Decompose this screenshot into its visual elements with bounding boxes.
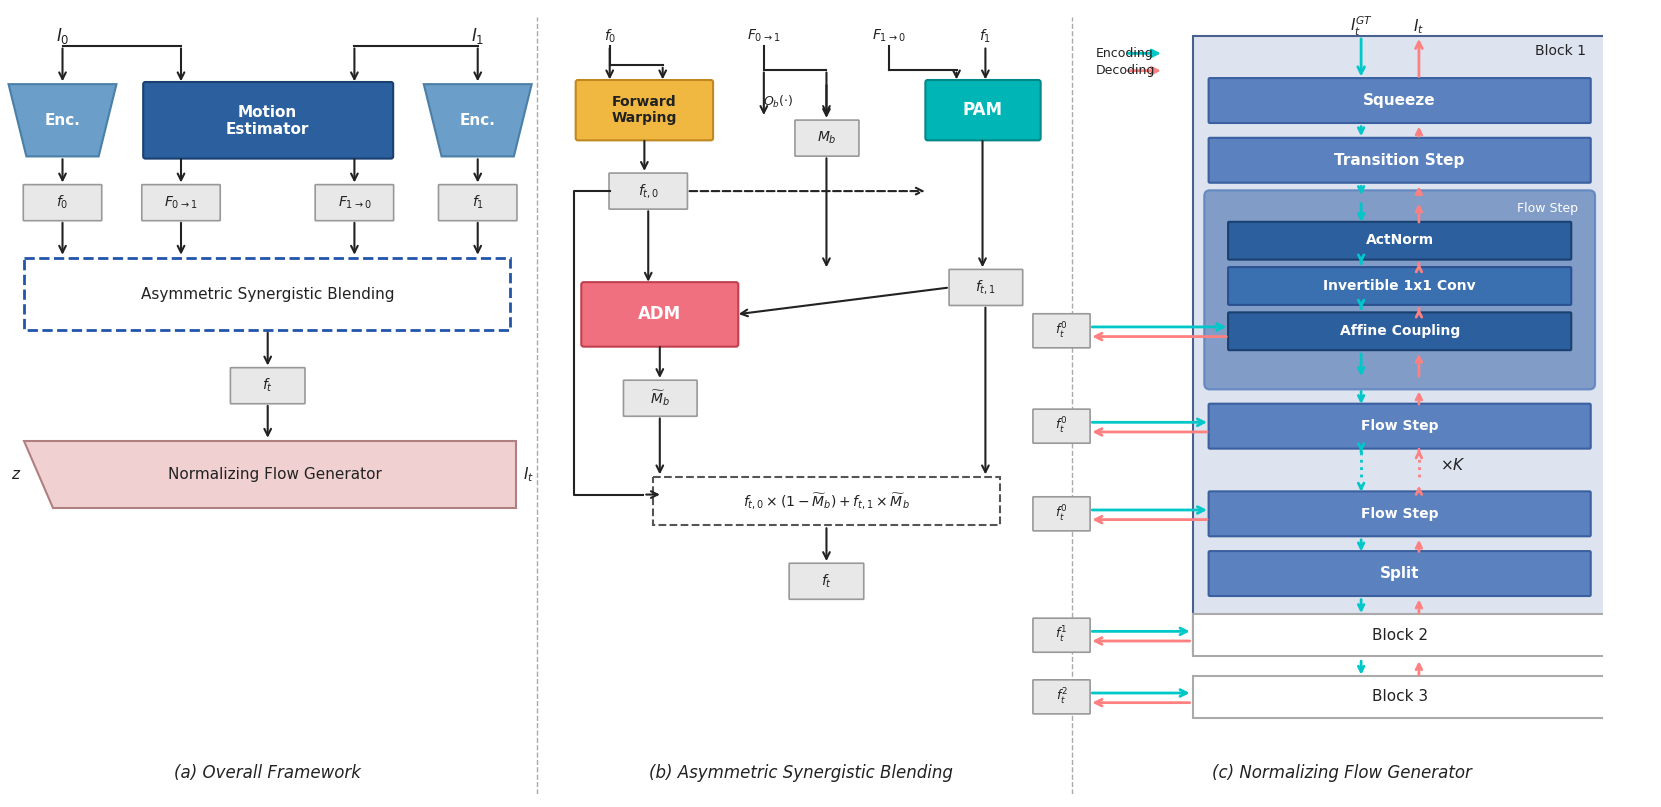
Text: Split: Split — [1380, 566, 1420, 581]
FancyBboxPatch shape — [1209, 78, 1591, 123]
Text: Encoding: Encoding — [1096, 47, 1154, 60]
FancyBboxPatch shape — [1033, 618, 1090, 652]
Text: $O_b(\cdot)$: $O_b(\cdot)$ — [762, 94, 794, 110]
Text: Transition Step: Transition Step — [1334, 153, 1465, 168]
FancyBboxPatch shape — [948, 270, 1023, 306]
Text: $I_t$: $I_t$ — [1414, 17, 1425, 36]
Text: (a) Overall Framework: (a) Overall Framework — [174, 764, 360, 782]
FancyBboxPatch shape — [789, 563, 864, 600]
Text: Flow Step: Flow Step — [1360, 419, 1438, 433]
Text: $f_{t,0}$: $f_{t,0}$ — [638, 182, 659, 200]
Text: $F_{0\rightarrow1}$: $F_{0\rightarrow1}$ — [164, 194, 198, 211]
Text: PAM: PAM — [962, 101, 1003, 119]
Text: $f_t^2$: $f_t^2$ — [1055, 687, 1068, 707]
Text: $F_{0\rightarrow1}$: $F_{0\rightarrow1}$ — [747, 27, 781, 44]
FancyBboxPatch shape — [1639, 679, 1661, 714]
Text: Affine Coupling: Affine Coupling — [1339, 324, 1460, 338]
Text: $f_{t,0} \times (1-\widetilde{M}_b) + f_{t,1} \times \widetilde{M}_b$: $f_{t,0} \times (1-\widetilde{M}_b) + f_… — [742, 491, 910, 512]
Text: $z$: $z$ — [12, 466, 22, 482]
Text: $f_t$: $f_t$ — [821, 572, 832, 590]
FancyBboxPatch shape — [1204, 190, 1595, 390]
Text: Block 3: Block 3 — [1372, 689, 1428, 705]
Text: $f_{t,1}$: $f_{t,1}$ — [975, 278, 997, 296]
Text: $f_t$: $f_t$ — [262, 377, 272, 395]
Text: Forward
Warping: Forward Warping — [611, 95, 678, 125]
FancyBboxPatch shape — [1639, 618, 1661, 652]
FancyBboxPatch shape — [23, 185, 101, 220]
Polygon shape — [8, 84, 116, 157]
FancyBboxPatch shape — [1227, 222, 1571, 260]
Text: $f_1$: $f_1$ — [472, 194, 483, 211]
FancyBboxPatch shape — [623, 380, 698, 416]
FancyBboxPatch shape — [796, 120, 859, 156]
Text: $I_t$: $I_t$ — [523, 465, 535, 483]
Text: $I_t^{GT}$: $I_t^{GT}$ — [1350, 15, 1372, 38]
Text: Normalizing Flow Generator: Normalizing Flow Generator — [168, 466, 382, 482]
Polygon shape — [424, 84, 532, 157]
FancyBboxPatch shape — [1227, 312, 1571, 350]
FancyBboxPatch shape — [1209, 404, 1591, 449]
FancyBboxPatch shape — [581, 282, 737, 347]
Text: (b) Asymmetric Synergistic Blending: (b) Asymmetric Synergistic Blending — [648, 764, 952, 782]
Text: Squeeze: Squeeze — [1364, 93, 1437, 108]
Text: Motion
Estimator: Motion Estimator — [226, 105, 309, 137]
Text: $f_t^0$: $f_t^0$ — [1055, 504, 1068, 524]
FancyBboxPatch shape — [143, 82, 394, 159]
Text: $\widetilde{M}_b$: $\widetilde{M}_b$ — [649, 388, 669, 408]
Text: ADM: ADM — [638, 305, 681, 324]
Text: (c) Normalizing Flow Generator: (c) Normalizing Flow Generator — [1213, 764, 1472, 782]
FancyBboxPatch shape — [316, 185, 394, 220]
Text: $I_0$: $I_0$ — [56, 26, 70, 46]
FancyBboxPatch shape — [439, 185, 517, 220]
FancyBboxPatch shape — [1227, 267, 1571, 305]
Text: Enc.: Enc. — [460, 113, 495, 128]
FancyBboxPatch shape — [925, 80, 1041, 140]
Text: $I_1$: $I_1$ — [472, 26, 485, 46]
FancyBboxPatch shape — [1209, 551, 1591, 596]
FancyBboxPatch shape — [1209, 138, 1591, 182]
Text: Invertible 1x1 Conv: Invertible 1x1 Conv — [1324, 278, 1477, 292]
Text: $F_{1\rightarrow0}$: $F_{1\rightarrow0}$ — [872, 27, 905, 44]
FancyBboxPatch shape — [1033, 497, 1090, 531]
Text: Asymmetric Synergistic Blending: Asymmetric Synergistic Blending — [141, 286, 394, 302]
FancyBboxPatch shape — [1033, 679, 1090, 714]
FancyBboxPatch shape — [1033, 409, 1090, 443]
Text: $f_0$: $f_0$ — [56, 194, 68, 211]
FancyBboxPatch shape — [1033, 314, 1090, 348]
Polygon shape — [23, 441, 517, 508]
Text: Block 1: Block 1 — [1535, 44, 1586, 58]
FancyBboxPatch shape — [1193, 614, 1606, 656]
Text: Flow Step: Flow Step — [1360, 507, 1438, 521]
Text: $f_0$: $f_0$ — [603, 27, 616, 44]
Text: $F_{1\rightarrow0}$: $F_{1\rightarrow0}$ — [337, 194, 370, 211]
FancyBboxPatch shape — [1193, 675, 1606, 718]
FancyBboxPatch shape — [610, 173, 688, 209]
Text: Enc.: Enc. — [45, 113, 80, 128]
FancyBboxPatch shape — [231, 368, 306, 404]
Text: Flow Step: Flow Step — [1516, 202, 1578, 215]
FancyBboxPatch shape — [1639, 557, 1661, 591]
FancyBboxPatch shape — [1209, 491, 1591, 537]
Text: $\times K$: $\times K$ — [1440, 457, 1465, 473]
Text: Block 2: Block 2 — [1372, 628, 1428, 642]
Text: $f_1$: $f_1$ — [980, 27, 992, 44]
Text: $f_t^1$: $f_t^1$ — [1055, 625, 1068, 646]
Text: $f_t^0$: $f_t^0$ — [1055, 320, 1068, 341]
Text: ActNorm: ActNorm — [1365, 233, 1433, 247]
Text: Decoding: Decoding — [1096, 65, 1156, 77]
FancyBboxPatch shape — [576, 80, 713, 140]
Text: $f_t^0$: $f_t^0$ — [1055, 416, 1068, 437]
Text: $M_b$: $M_b$ — [817, 130, 835, 146]
FancyBboxPatch shape — [141, 185, 221, 220]
FancyBboxPatch shape — [1193, 36, 1606, 653]
